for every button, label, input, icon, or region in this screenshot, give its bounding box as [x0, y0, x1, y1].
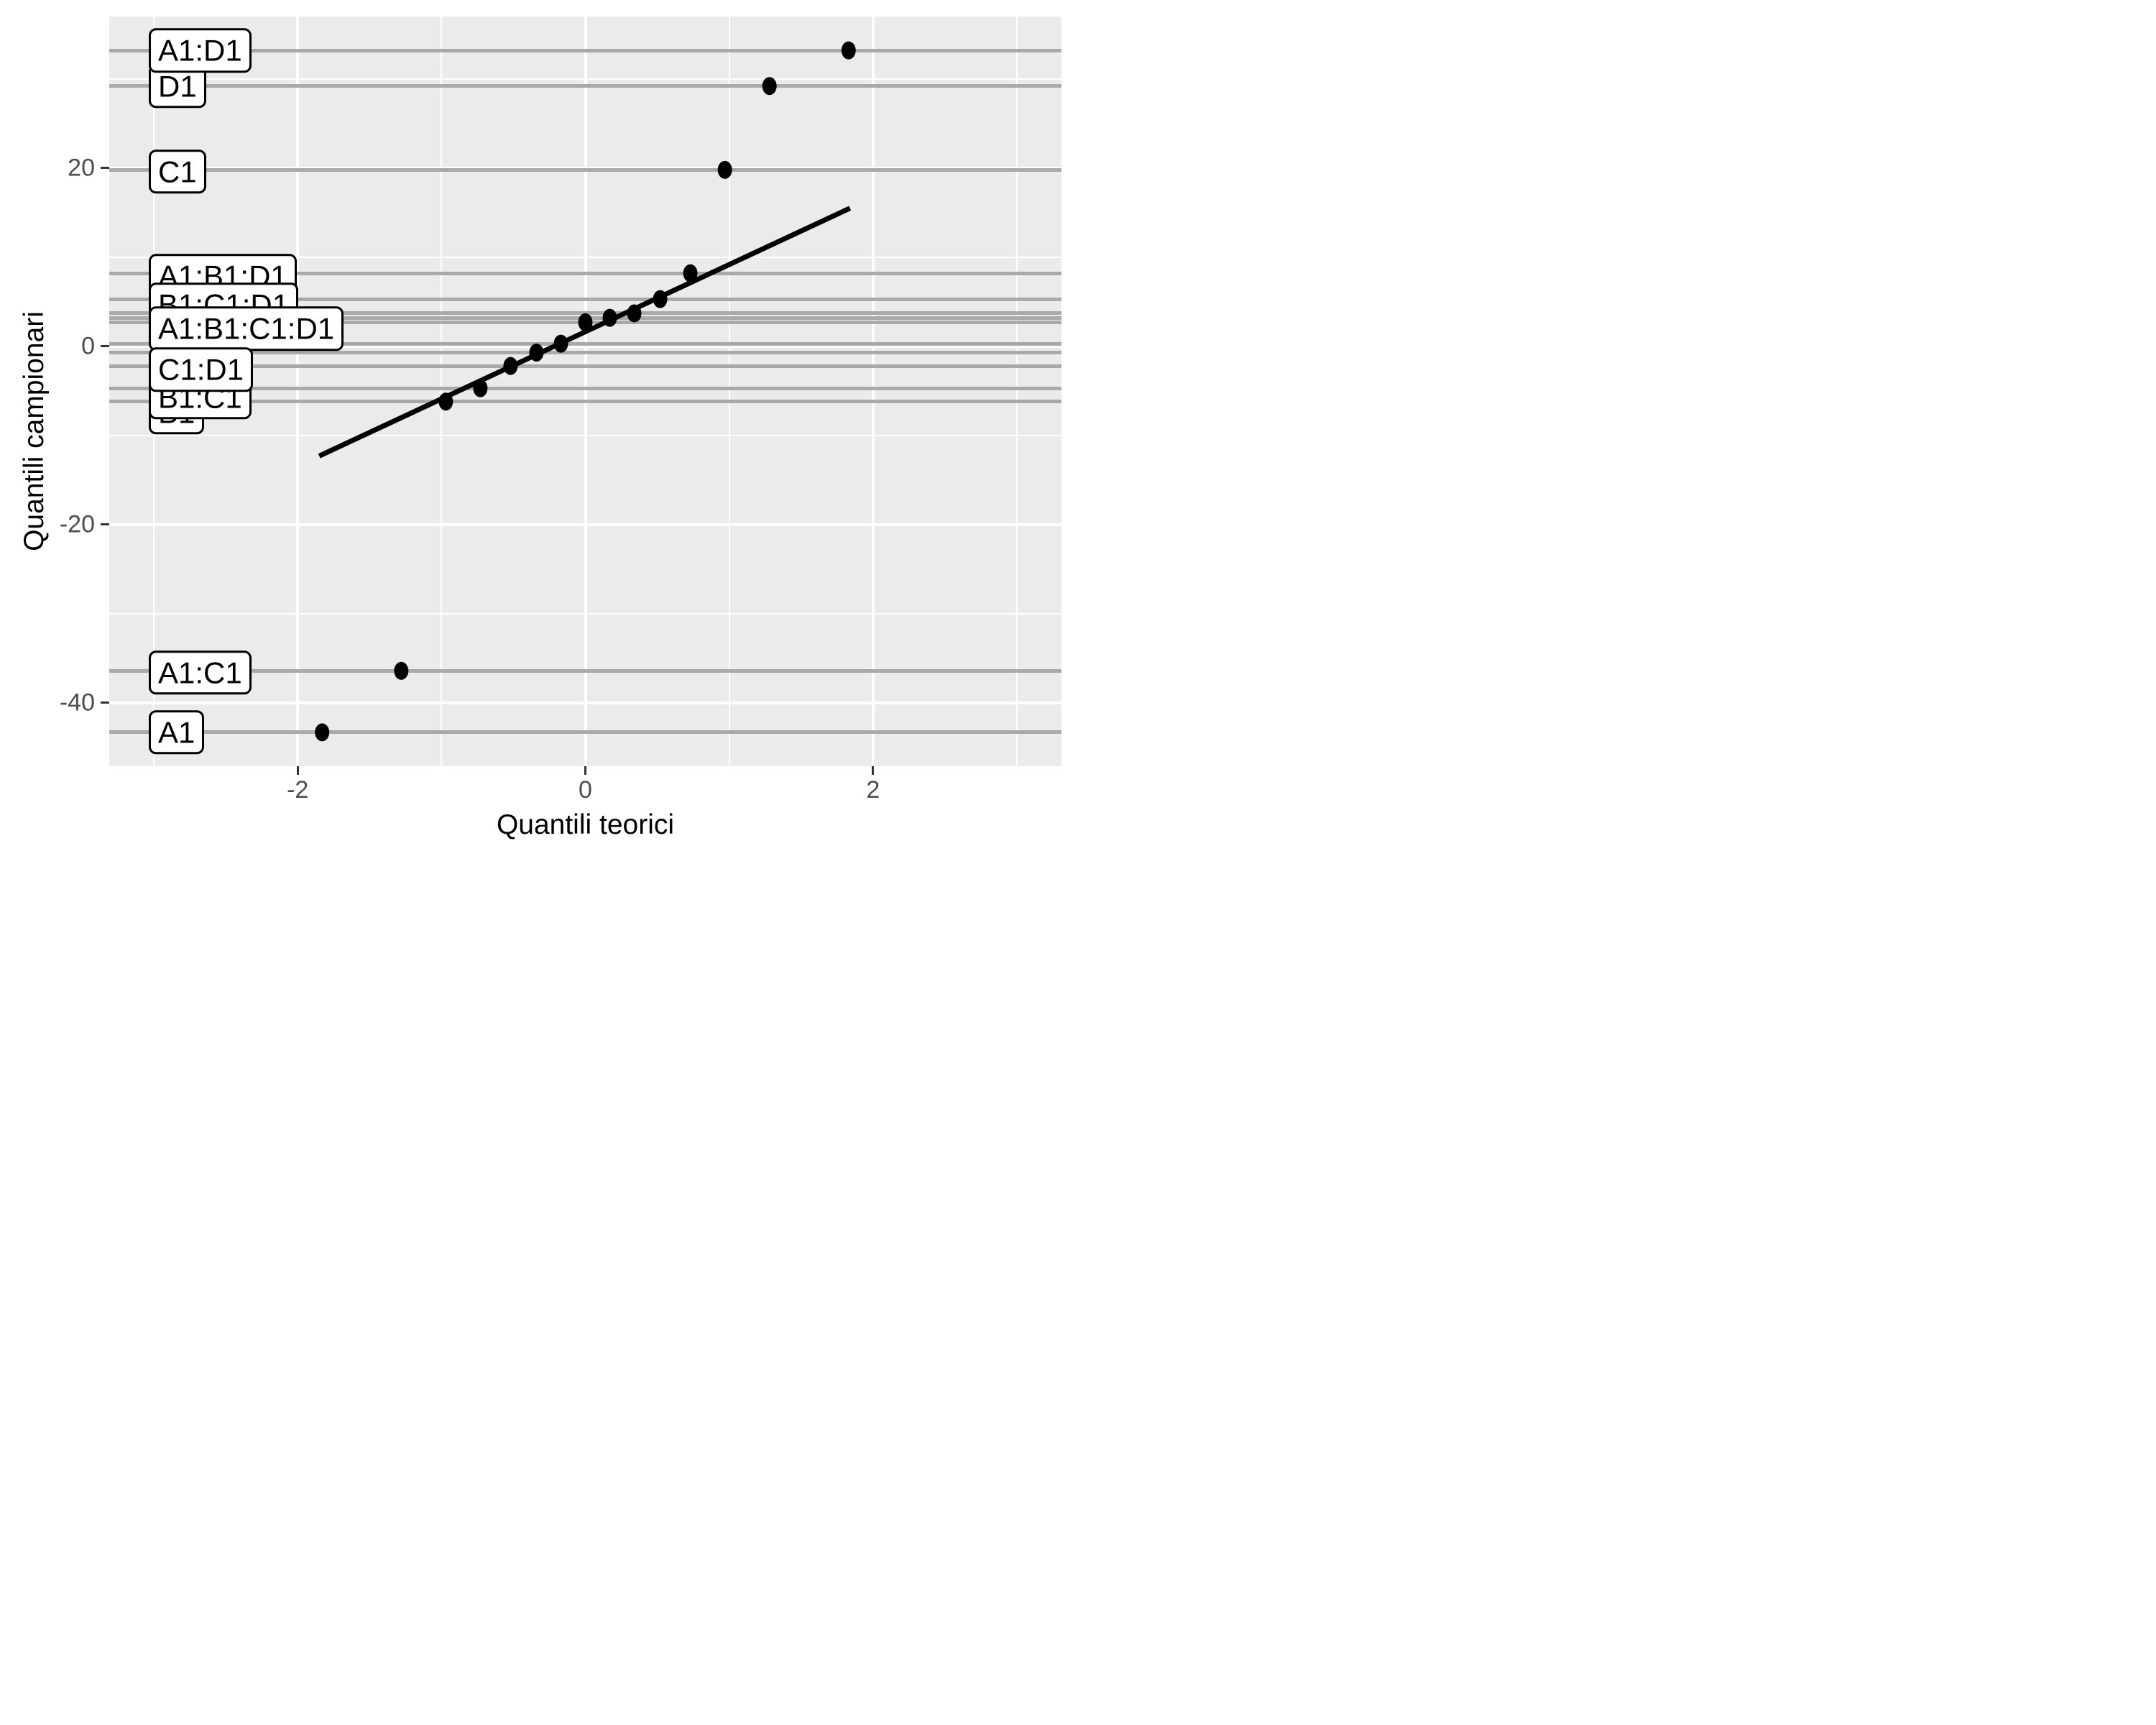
- effect-line: [109, 386, 1061, 390]
- geom-layer: [315, 41, 856, 742]
- effect-label: A1: [149, 710, 205, 755]
- effect-label: A1:C1: [149, 650, 252, 695]
- data-point: [627, 304, 642, 323]
- data-point: [438, 392, 453, 411]
- effect-line: [109, 364, 1061, 368]
- data-point: [503, 356, 518, 375]
- effect-line: [109, 271, 1061, 275]
- x-tick-label: -2: [287, 776, 309, 804]
- x-minor-gridline: [728, 17, 730, 766]
- qq-plot-figure: D1A1:D1C1A1:B1:D1B1:C1:D1A1:B1:C1:D1B1B1…: [0, 0, 1078, 862]
- x-minor-gridline: [1015, 17, 1018, 766]
- y-tick-label: 0: [81, 332, 95, 360]
- data-point: [394, 661, 409, 680]
- x-minor-gridline: [441, 17, 443, 766]
- y-tick-label: -40: [59, 689, 95, 717]
- data-point: [602, 308, 617, 327]
- y-axis-tick: [101, 345, 109, 348]
- effect-line: [109, 84, 1061, 88]
- effect-line: [109, 167, 1061, 172]
- effect-line: [109, 297, 1061, 301]
- plot-panel: D1A1:D1C1A1:B1:D1B1:C1:D1A1:B1:C1:D1B1B1…: [109, 17, 1061, 766]
- x-major-gridline: [296, 17, 300, 766]
- y-axis-tick: [101, 523, 109, 526]
- data-point: [473, 379, 488, 397]
- data-point: [683, 264, 698, 282]
- y-tick-label: -20: [59, 510, 95, 538]
- data-point: [653, 290, 668, 308]
- x-axis-tick: [584, 766, 586, 775]
- data-point: [529, 344, 544, 362]
- effect-line: [109, 351, 1061, 355]
- x-tick-label: 2: [866, 776, 880, 804]
- data-point: [841, 41, 856, 60]
- y-tick-label: 20: [68, 154, 95, 182]
- effect-line: [109, 730, 1061, 735]
- qq-reference-line: [318, 206, 852, 459]
- effect-line: [109, 400, 1061, 404]
- effect-label: A1:D1: [149, 28, 252, 73]
- y-major-gridline: [109, 701, 1061, 704]
- x-tick-label: 0: [579, 776, 592, 804]
- x-major-gridline: [871, 17, 875, 766]
- data-point: [578, 313, 593, 331]
- data-point: [762, 77, 777, 96]
- x-major-gridline: [584, 17, 587, 766]
- effect-line: [109, 668, 1061, 673]
- effect-line: [109, 341, 1061, 346]
- x-axis-tick: [296, 766, 299, 775]
- effect-line: [109, 48, 1061, 52]
- y-axis-tick: [101, 167, 109, 170]
- effect-label: C1: [149, 150, 206, 194]
- y-axis-title: Quantili campionari: [19, 311, 50, 551]
- data-point: [717, 160, 732, 179]
- data-point: [315, 723, 330, 742]
- y-major-gridline: [109, 344, 1061, 348]
- y-axis-tick: [101, 702, 109, 704]
- effect-label: C1:D1: [149, 347, 254, 392]
- data-point: [553, 334, 568, 353]
- y-major-gridline: [109, 523, 1061, 526]
- x-axis-title: Quantili teorici: [496, 809, 675, 840]
- effect-label: A1:B1:C1:D1: [149, 306, 344, 351]
- x-axis-tick: [872, 766, 875, 775]
